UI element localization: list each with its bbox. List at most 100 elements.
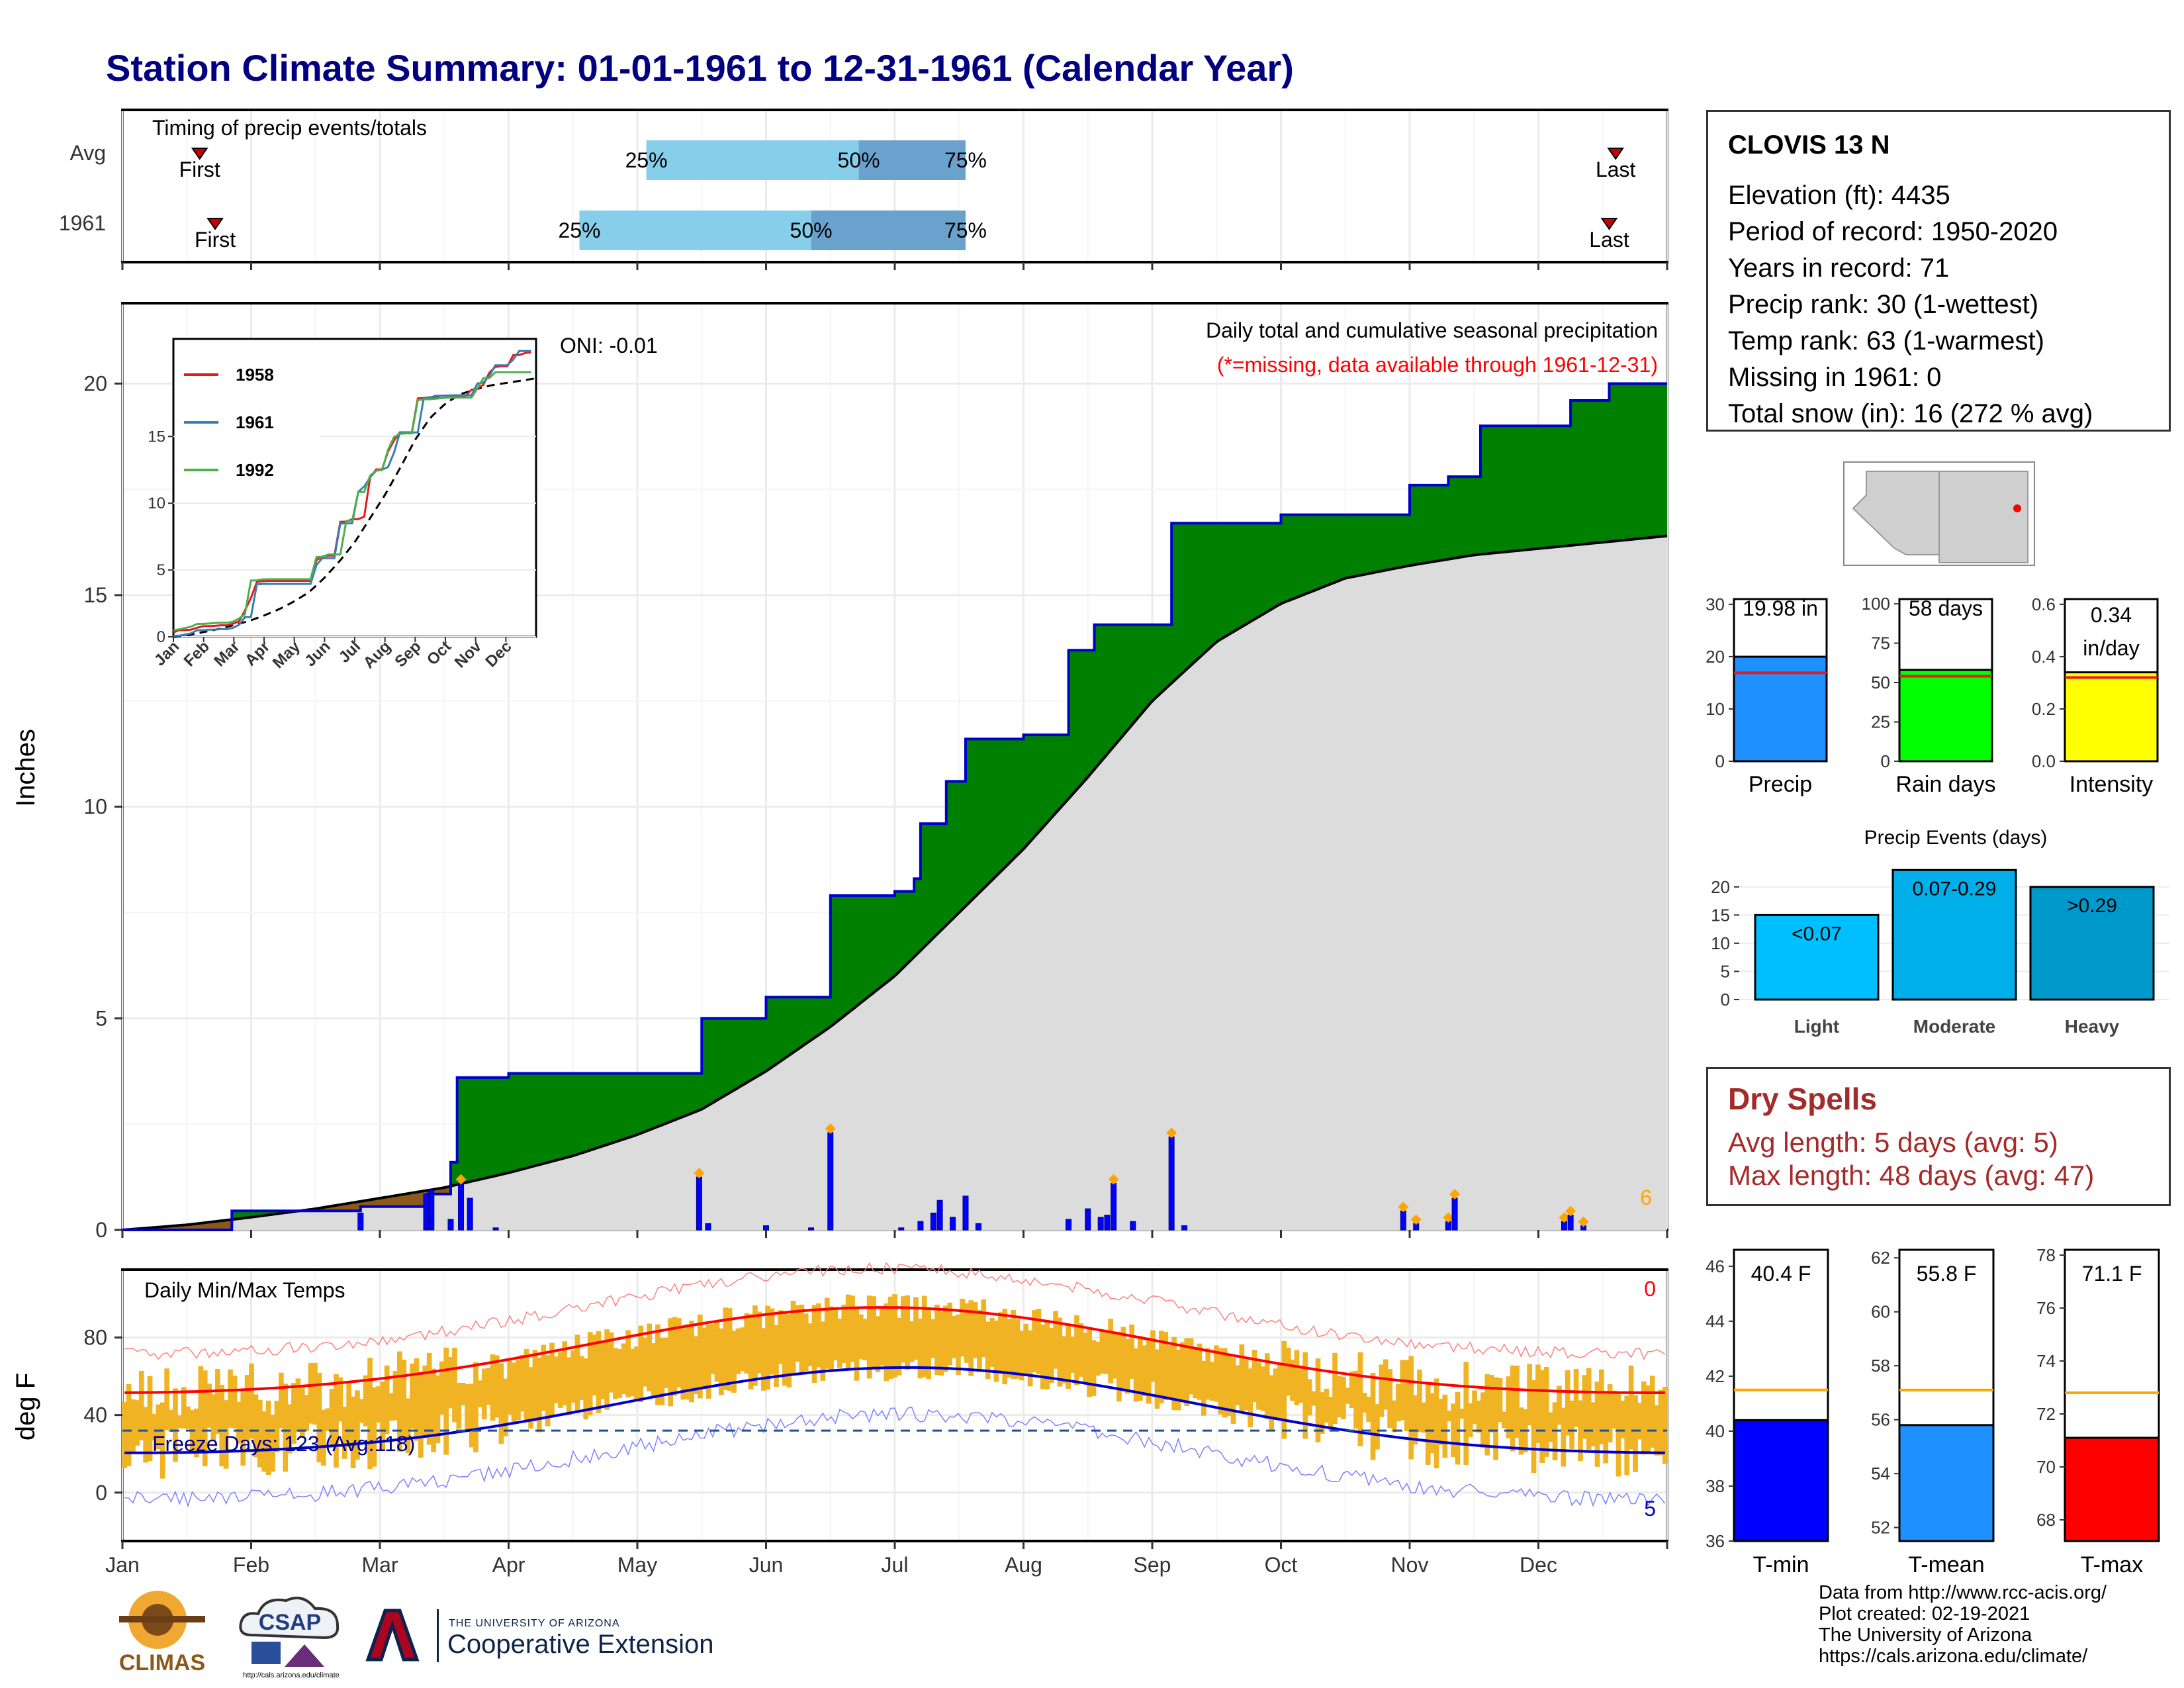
- daily-temp-bar: [1451, 1403, 1456, 1457]
- precip-missing-note: (*=missing, data available through 1961-…: [1217, 353, 1658, 377]
- daily-temp-bar: [1539, 1370, 1545, 1463]
- daily-temp-bar: [240, 1389, 246, 1466]
- daily-temp-bar: [1239, 1344, 1245, 1413]
- event-bar: [1891, 868, 2017, 1001]
- daily-temp-bar: [1146, 1337, 1152, 1404]
- daily-temp-bar: [1015, 1319, 1021, 1379]
- csap-mountain: [285, 1644, 324, 1667]
- daily-temp-bar: [1548, 1412, 1553, 1442]
- temp-summary-tick-label: 56: [1871, 1410, 1890, 1430]
- daily-temp-bar: [562, 1341, 568, 1405]
- mini-bar-value-unit: in/day: [2083, 636, 2139, 660]
- timing-bars: [579, 140, 966, 250]
- daily-precip-bar: [467, 1197, 473, 1231]
- daily-temp-bar: [1112, 1331, 1118, 1379]
- daily-temp-bar: [917, 1319, 923, 1379]
- daily-temp-bar: [1417, 1370, 1422, 1432]
- daily-precip-bar: [423, 1194, 430, 1231]
- daily-temp-bar: [194, 1408, 199, 1458]
- mini-bar-tick-label: 0.0: [2032, 751, 2056, 771]
- daily-temp-bar: [520, 1354, 525, 1412]
- average-min-line: [124, 1366, 1665, 1454]
- temp-summary-t-mean: 52 54 56 58 60 62 55.8 F T-mean: [1871, 1248, 1995, 1577]
- daily-temp-bar: [884, 1303, 889, 1382]
- precip-note: Daily total and cumulative seasonal prec…: [1206, 318, 1658, 342]
- daily-temp-bar: [244, 1375, 250, 1441]
- daily-temp-bar: [1662, 1387, 1668, 1464]
- daily-temp-bar: [1463, 1362, 1469, 1466]
- daily-temp-bar: [1230, 1358, 1236, 1424]
- ua-big-text: Cooperative Extension: [447, 1630, 713, 1659]
- daily-temp-bar: [1256, 1362, 1261, 1410]
- daily-temp-bar: [1607, 1384, 1613, 1443]
- daily-temp-bar: [460, 1382, 466, 1405]
- hot-days-count: 0: [1644, 1277, 1656, 1301]
- temp-summary-charts: 36 38 40 42 44 46 40.4 F T-min 52 54 56 58 60 62 55.8 …: [1706, 1245, 2160, 1577]
- events-tick-label: 20: [1711, 877, 1730, 897]
- daily-temp-bar: [1383, 1359, 1388, 1410]
- daily-temp-bar: [629, 1348, 635, 1397]
- month-label: Jun: [749, 1553, 784, 1577]
- daily-temp-bar: [862, 1319, 868, 1361]
- heavy-precip-marker: [1578, 1216, 1589, 1227]
- daily-temp-bar: [608, 1332, 614, 1393]
- quartile-label: 75%: [944, 148, 987, 172]
- page-title: Station Climate Summary: 01-01-1961 to 1…: [106, 47, 1294, 89]
- daily-temp-bar: [756, 1311, 762, 1374]
- daily-temp-bar: [304, 1395, 309, 1431]
- temp-summary-tick-label: 46: [1706, 1256, 1725, 1276]
- daily-temp-bar: [1641, 1381, 1647, 1455]
- heavy-precip-marker: [1166, 1127, 1177, 1139]
- daily-temp-bar: [1502, 1411, 1507, 1429]
- daily-temp-bar: [138, 1371, 144, 1440]
- daily-temp-bar: [202, 1370, 208, 1467]
- daily-temp-bar: [1332, 1352, 1338, 1424]
- daily-temp-bar: [1248, 1368, 1253, 1428]
- temp-summary-label: T-min: [1753, 1552, 1809, 1577]
- daily-temp-bar: [723, 1307, 729, 1390]
- daily-temp-bar: [1637, 1403, 1643, 1440]
- daily-temp-bar: [181, 1387, 187, 1429]
- y-tick-label: 0: [95, 1218, 107, 1242]
- event-bar-label: <0.07: [1792, 923, 1842, 945]
- mini-bar-value-label: 0.34: [2091, 603, 2132, 627]
- mini-bar-tick-label: 0.2: [2032, 699, 2056, 719]
- daily-temp-bar: [740, 1327, 745, 1372]
- daily-temp-bar: [1159, 1331, 1164, 1403]
- daily-temp-bar: [892, 1294, 897, 1378]
- daily-temp-bar: [981, 1299, 987, 1358]
- daily-temp-bar: [909, 1321, 915, 1362]
- inset-series-line: [173, 350, 531, 637]
- daily-temp-bar: [1091, 1340, 1097, 1396]
- month-label: Dec: [1520, 1553, 1557, 1577]
- daily-temp-bar: [587, 1332, 593, 1416]
- daily-temp-bar: [143, 1407, 148, 1463]
- daily-precip-bar: [1066, 1219, 1072, 1231]
- daily-temp-bar: [418, 1373, 424, 1458]
- daily-temp-bar: [494, 1355, 500, 1418]
- daily-temp-bar: [1620, 1401, 1625, 1438]
- daily-temp-bar: [820, 1321, 826, 1381]
- event-bar: [2029, 886, 2155, 1001]
- temp-summary-tick-label: 52: [1871, 1518, 1890, 1538]
- daily-temp-bar: [1455, 1391, 1461, 1465]
- event-category-label: Moderate: [1913, 1016, 1995, 1037]
- daily-precip-bar: [357, 1212, 364, 1231]
- daily-temp-bar: [655, 1324, 660, 1405]
- last-label: Last: [1589, 228, 1629, 252]
- daily-temp-bar: [1353, 1370, 1359, 1429]
- daily-temp-bar: [1341, 1376, 1346, 1419]
- daily-temp-bar: [676, 1318, 682, 1387]
- daily-temp-bar: [672, 1317, 678, 1396]
- daily-temp-bar: [1243, 1360, 1249, 1411]
- daily-temp-bar: [998, 1312, 1003, 1374]
- daily-temp-bar: [887, 1296, 893, 1379]
- daily-temp-bar: [926, 1308, 931, 1380]
- daily-temp-bar: [447, 1356, 453, 1409]
- daily-temp-bar: [1497, 1378, 1503, 1423]
- inset-y-tick-label: 5: [157, 561, 165, 579]
- mini-bar-label: Rain days: [1895, 772, 1995, 797]
- y-tick-label: 15: [83, 583, 107, 607]
- temp-summary-tick-label: 58: [1871, 1356, 1890, 1376]
- map-states: [1852, 471, 2028, 563]
